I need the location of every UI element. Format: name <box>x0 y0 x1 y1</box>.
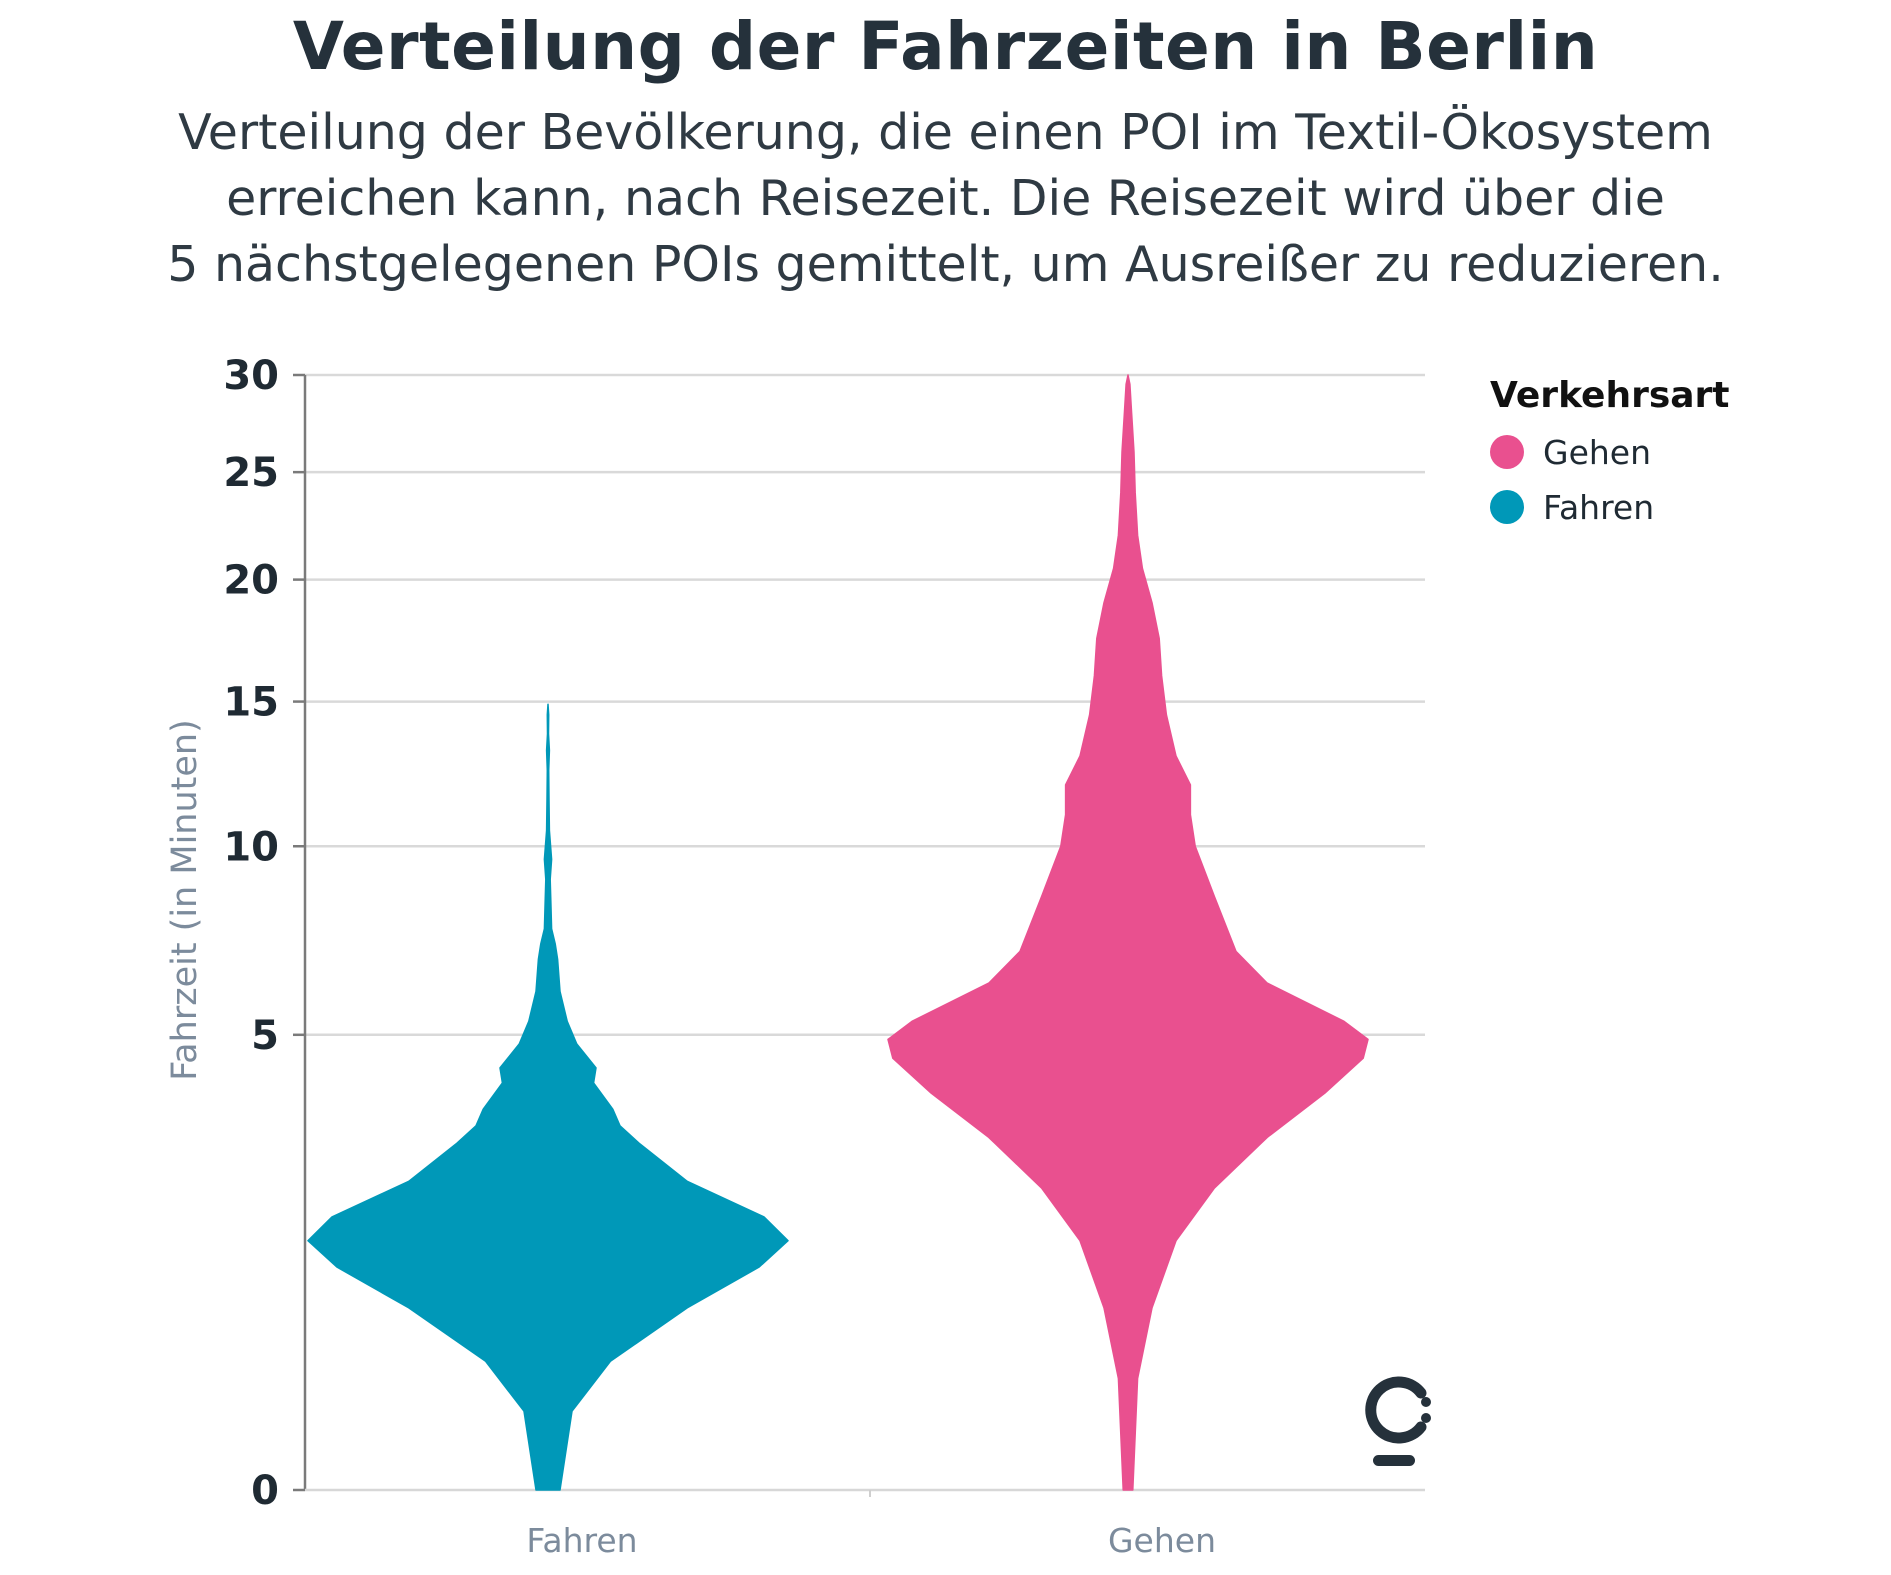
violin-fahren <box>307 703 789 1491</box>
subtitle-line-3: 5 nächstgelegenen POIs gemittelt, um Aus… <box>167 236 1724 293</box>
legend-title: Verkehrsart <box>1490 375 1730 416</box>
logo-icon <box>1365 1376 1431 1466</box>
legend-label: Fahren <box>1543 488 1654 527</box>
legend: Verkehrsart Gehen Fahren <box>1490 375 1730 527</box>
chart-title: Verteilung der Fahrzeiten in Berlin <box>292 8 1599 85</box>
x-category-label: Gehen <box>1108 1521 1216 1560</box>
y-tick-label: 25 <box>223 450 279 496</box>
chart-subtitle: Verteilung der Bevölkerung, die einen PO… <box>0 100 1891 298</box>
legend-label: Gehen <box>1543 433 1651 472</box>
y-tick-label: 5 <box>251 1013 279 1059</box>
gridlines <box>305 373 1425 1037</box>
subtitle-line-2: erreichen kann, nach Reisezeit. Die Reis… <box>226 170 1665 227</box>
y-tick-label: 0 <box>251 1468 279 1514</box>
subtitle-line-1: Verteilung der Bevölkerung, die einen PO… <box>178 104 1713 161</box>
x-axis-labels: Fahren Gehen <box>526 1521 1216 1560</box>
y-tick-label: 10 <box>223 824 279 870</box>
y-tick-label: 20 <box>223 558 279 604</box>
legend-swatch <box>1490 490 1524 524</box>
y-axis-ticks: 0 5 10 15 20 25 30 <box>223 353 305 1514</box>
violins <box>307 374 1369 1491</box>
legend-swatch <box>1490 435 1524 469</box>
y-tick-label: 30 <box>223 353 279 399</box>
violin-gehen <box>887 374 1369 1491</box>
y-axis-title: Fahrzeit (in Minuten) <box>165 719 205 1080</box>
x-category-label: Fahren <box>526 1521 637 1560</box>
y-tick-label: 15 <box>223 680 279 726</box>
